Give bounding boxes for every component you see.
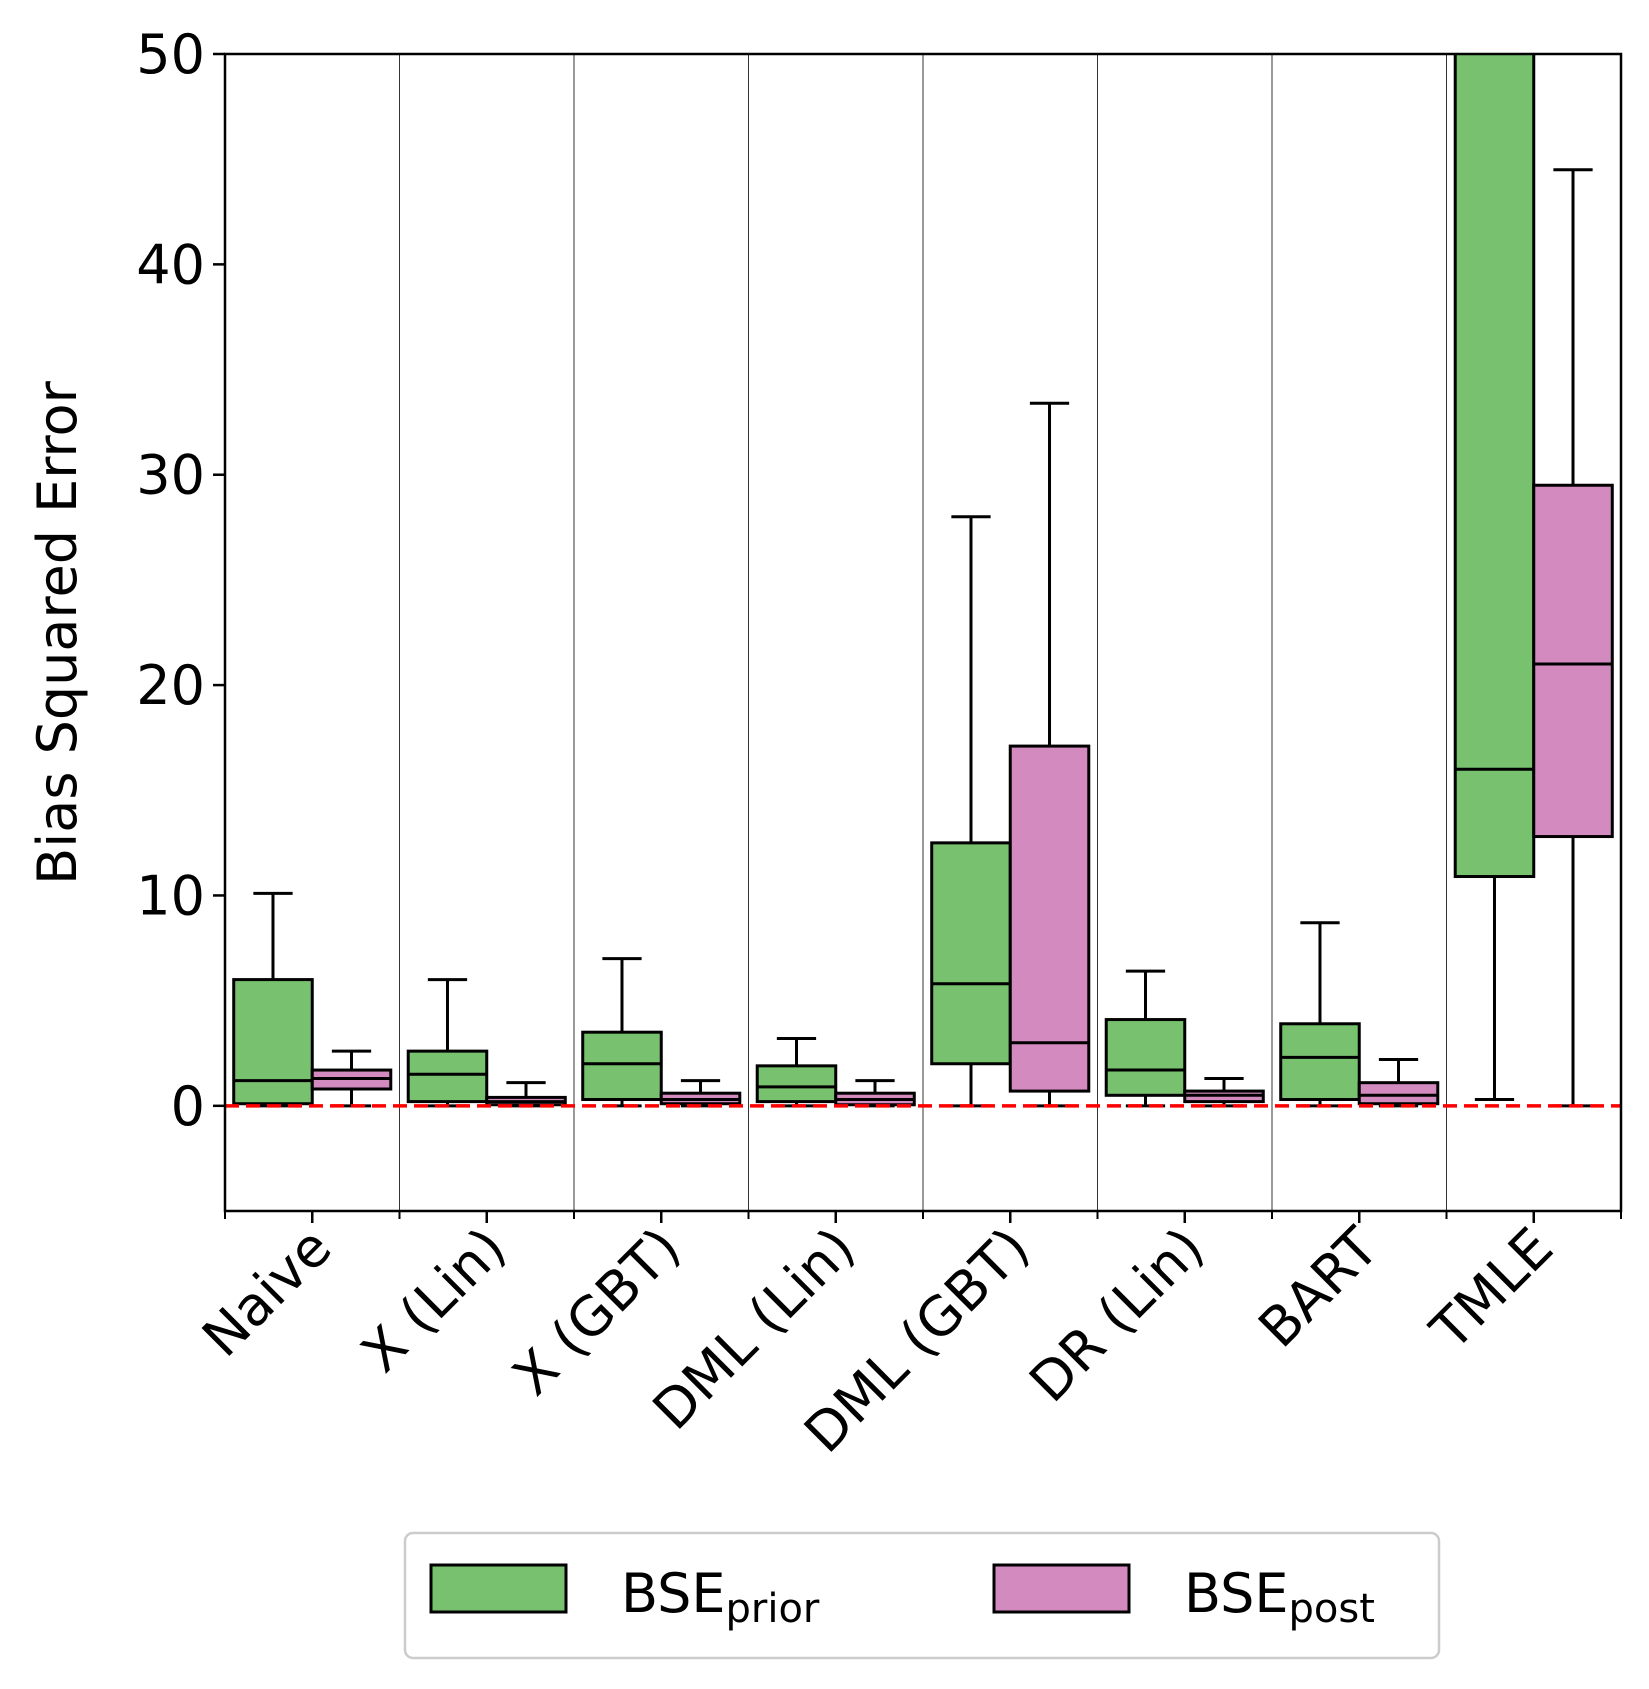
x-tick-label: TMLE: [1418, 1216, 1565, 1363]
y-tick-label: 30: [136, 444, 205, 507]
x-tick-label: BART: [1246, 1215, 1391, 1360]
y-tick-label: 20: [136, 654, 205, 717]
y-tick-label: 0: [171, 1075, 205, 1138]
y-tick-label: 40: [136, 233, 205, 296]
y-tick-label: 50: [136, 23, 205, 86]
box: [930, 841, 1012, 1066]
legend-name: BSE: [621, 1562, 726, 1625]
box: [1008, 744, 1091, 1093]
x-tick-label: X (Lin): [349, 1216, 518, 1385]
legend-subscript: post: [1289, 1586, 1375, 1632]
box: [1532, 483, 1614, 839]
box: [1453, 54, 1536, 879]
box: [1279, 1022, 1361, 1102]
x-tick-label: Naive: [190, 1216, 343, 1369]
box: [755, 1064, 838, 1104]
legend-swatch: [992, 1563, 1131, 1614]
legend-label: BSEpost: [1184, 1562, 1375, 1632]
y-axis-label: Bias Squared Error: [26, 380, 89, 884]
legend-subscript: prior: [726, 1586, 820, 1632]
box: [232, 978, 314, 1106]
box: [406, 1049, 489, 1104]
legend-box: [403, 1531, 1441, 1660]
legend-swatch: [429, 1563, 568, 1614]
x-tick-label: DR (Lin): [1017, 1216, 1215, 1414]
box: [1357, 1081, 1440, 1106]
y-tick-label: 10: [136, 864, 205, 927]
legend-name: BSE: [1184, 1562, 1289, 1625]
legend-label: BSEprior: [621, 1562, 820, 1632]
plot-area: [225, 54, 1621, 1211]
box: [581, 1030, 663, 1102]
box: [1104, 1018, 1187, 1097]
